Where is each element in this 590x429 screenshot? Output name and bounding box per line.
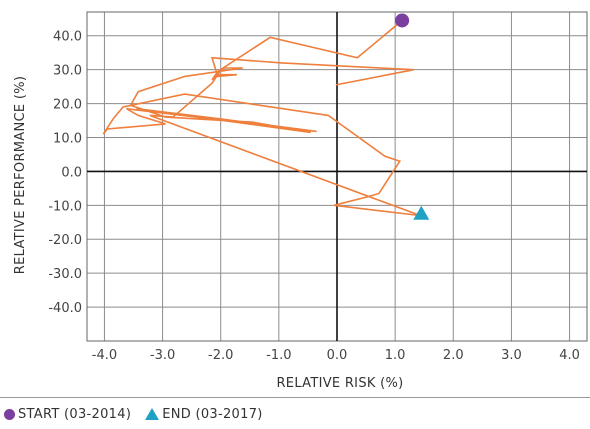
legend-end-label: END (03-2017) bbox=[162, 406, 263, 422]
start-circle-icon bbox=[4, 408, 15, 420]
x-axis-label: RELATIVE RISK (%) bbox=[276, 376, 403, 391]
x-tick-label: -1.0 bbox=[266, 348, 291, 363]
x-tick-label: 4.0 bbox=[559, 348, 580, 363]
series-path-line bbox=[102, 19, 420, 217]
y-tick-label: 20.0 bbox=[53, 98, 82, 113]
legend-item-start: START (03-2014) bbox=[4, 407, 131, 422]
legend: START (03-2014) END (03-2017) bbox=[4, 403, 277, 425]
series bbox=[102, 19, 420, 217]
x-tick-label: -2.0 bbox=[208, 348, 233, 363]
y-axis-label: RELATIVE PERFORMANCE (%) bbox=[13, 76, 28, 274]
y-tick-label: 40.0 bbox=[53, 30, 82, 45]
y-tick-label: 0.0 bbox=[61, 165, 82, 180]
x-tick-label: 2.0 bbox=[443, 348, 464, 363]
y-tick-label: 10.0 bbox=[53, 131, 82, 146]
y-tick-label: -40.0 bbox=[48, 301, 82, 316]
x-tick-label: 3.0 bbox=[501, 348, 522, 363]
start-point-marker bbox=[395, 13, 410, 28]
y-tick-label: -10.0 bbox=[48, 199, 82, 214]
legend-item-end: END (03-2017) bbox=[145, 407, 262, 422]
y-tick-label: -30.0 bbox=[48, 267, 82, 282]
x-tick-label: -4.0 bbox=[92, 348, 117, 363]
y-tick-label: -20.0 bbox=[48, 233, 82, 248]
tick-labels: -4.0 -3.0 -2.0 -1.0 0.0 1.0 2.0 3.0 4.0 40.0 30.0 2… bbox=[48, 30, 580, 363]
markers bbox=[395, 13, 430, 220]
scatter-path-chart: -4.0 -3.0 -2.0 -1.0 0.0 1.0 2.0 3.0 4.0 40.0 30.0 2… bbox=[13, 11, 588, 391]
x-tick-label: 0.0 bbox=[327, 348, 348, 363]
legend-start-label: START (03-2014) bbox=[18, 406, 132, 422]
x-tick-label: 1.0 bbox=[385, 348, 406, 363]
x-tick-label: -3.0 bbox=[150, 348, 175, 363]
end-triangle-icon bbox=[145, 408, 160, 420]
axes bbox=[86, 11, 588, 342]
legend-divider bbox=[0, 397, 590, 398]
end-point-marker bbox=[413, 205, 430, 220]
y-tick-label: 30.0 bbox=[53, 64, 82, 79]
